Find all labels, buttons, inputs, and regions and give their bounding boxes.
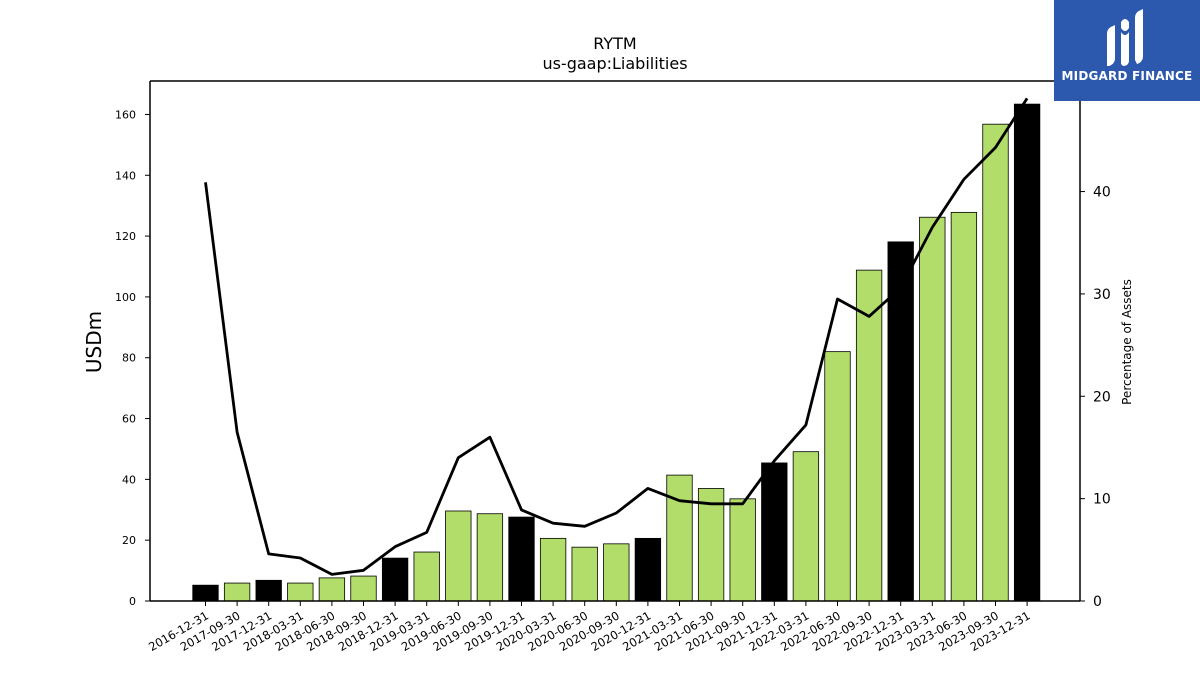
bar-2022-03-31 xyxy=(792,451,820,602)
bar-2021-09-30 xyxy=(729,498,756,602)
y2-tick-label: 0 xyxy=(1093,594,1102,610)
bar-2021-12-31 xyxy=(761,462,788,602)
bar-2017-12-31 xyxy=(255,579,282,602)
y2-tick-label: 20 xyxy=(1093,389,1111,405)
bar-2021-03-31 xyxy=(666,474,693,602)
bar-2018-06-30 xyxy=(318,577,346,602)
bar-2023-12-31 xyxy=(1013,103,1041,602)
bar-group xyxy=(192,103,1041,602)
axes-group: 0204060801001201401600102030402016-12-31… xyxy=(115,80,1111,654)
bar-2020-06-30 xyxy=(571,546,598,602)
ratio-line-group xyxy=(204,97,1029,576)
chart-subtitle: us-gaap:Liabilities xyxy=(542,54,687,73)
y2-tick-label: 30 xyxy=(1093,287,1111,303)
bar-2019-09-30 xyxy=(476,513,504,602)
y-tick-label: 0 xyxy=(129,595,136,608)
y2-tick-label: 10 xyxy=(1093,492,1111,508)
y2-tick-label: 40 xyxy=(1093,185,1111,201)
bar-2019-06-30 xyxy=(445,510,472,602)
midgard-finance-logo: MIDGARD FINANCE xyxy=(1054,0,1200,101)
bar-2020-03-31 xyxy=(539,537,567,602)
bar-2019-03-31 xyxy=(413,551,440,602)
bar-2023-03-31 xyxy=(919,216,946,602)
bar-2018-09-30 xyxy=(350,575,377,602)
bar-2022-06-30 xyxy=(824,351,851,602)
bar-2023-06-30 xyxy=(950,211,978,602)
y-tick-label: 140 xyxy=(115,169,136,182)
y-tick-label: 100 xyxy=(115,291,136,304)
y-tick-label: 160 xyxy=(115,108,136,121)
percentage-of-assets-line xyxy=(204,97,1029,576)
bar-2022-12-31 xyxy=(887,241,914,602)
bar-2022-09-30 xyxy=(855,269,883,602)
midgard-logo-icon xyxy=(1107,9,1143,66)
y2-axis-label: Percentage of Assets xyxy=(1120,279,1134,405)
bar-2019-12-31 xyxy=(508,516,535,602)
bar-2023-09-30 xyxy=(982,123,1009,602)
y-tick-label: 60 xyxy=(122,413,136,426)
bar-2020-09-30 xyxy=(603,543,630,602)
chart-title: RYTM xyxy=(593,34,636,53)
bar-2016-12-31 xyxy=(192,584,219,602)
y-tick-label: 80 xyxy=(122,352,136,365)
bar-2017-09-30 xyxy=(223,582,251,602)
y-tick-label: 40 xyxy=(122,473,136,486)
bar-2020-12-31 xyxy=(634,537,662,602)
bar-2018-03-31 xyxy=(287,582,314,602)
y-axis-label: USDm xyxy=(82,311,106,373)
bar-2018-12-31 xyxy=(381,557,409,602)
logo-text: MIDGARD FINANCE xyxy=(1061,69,1193,83)
bar-2021-06-30 xyxy=(697,488,725,602)
y-tick-label: 120 xyxy=(115,230,136,243)
y-tick-label: 20 xyxy=(122,534,136,547)
